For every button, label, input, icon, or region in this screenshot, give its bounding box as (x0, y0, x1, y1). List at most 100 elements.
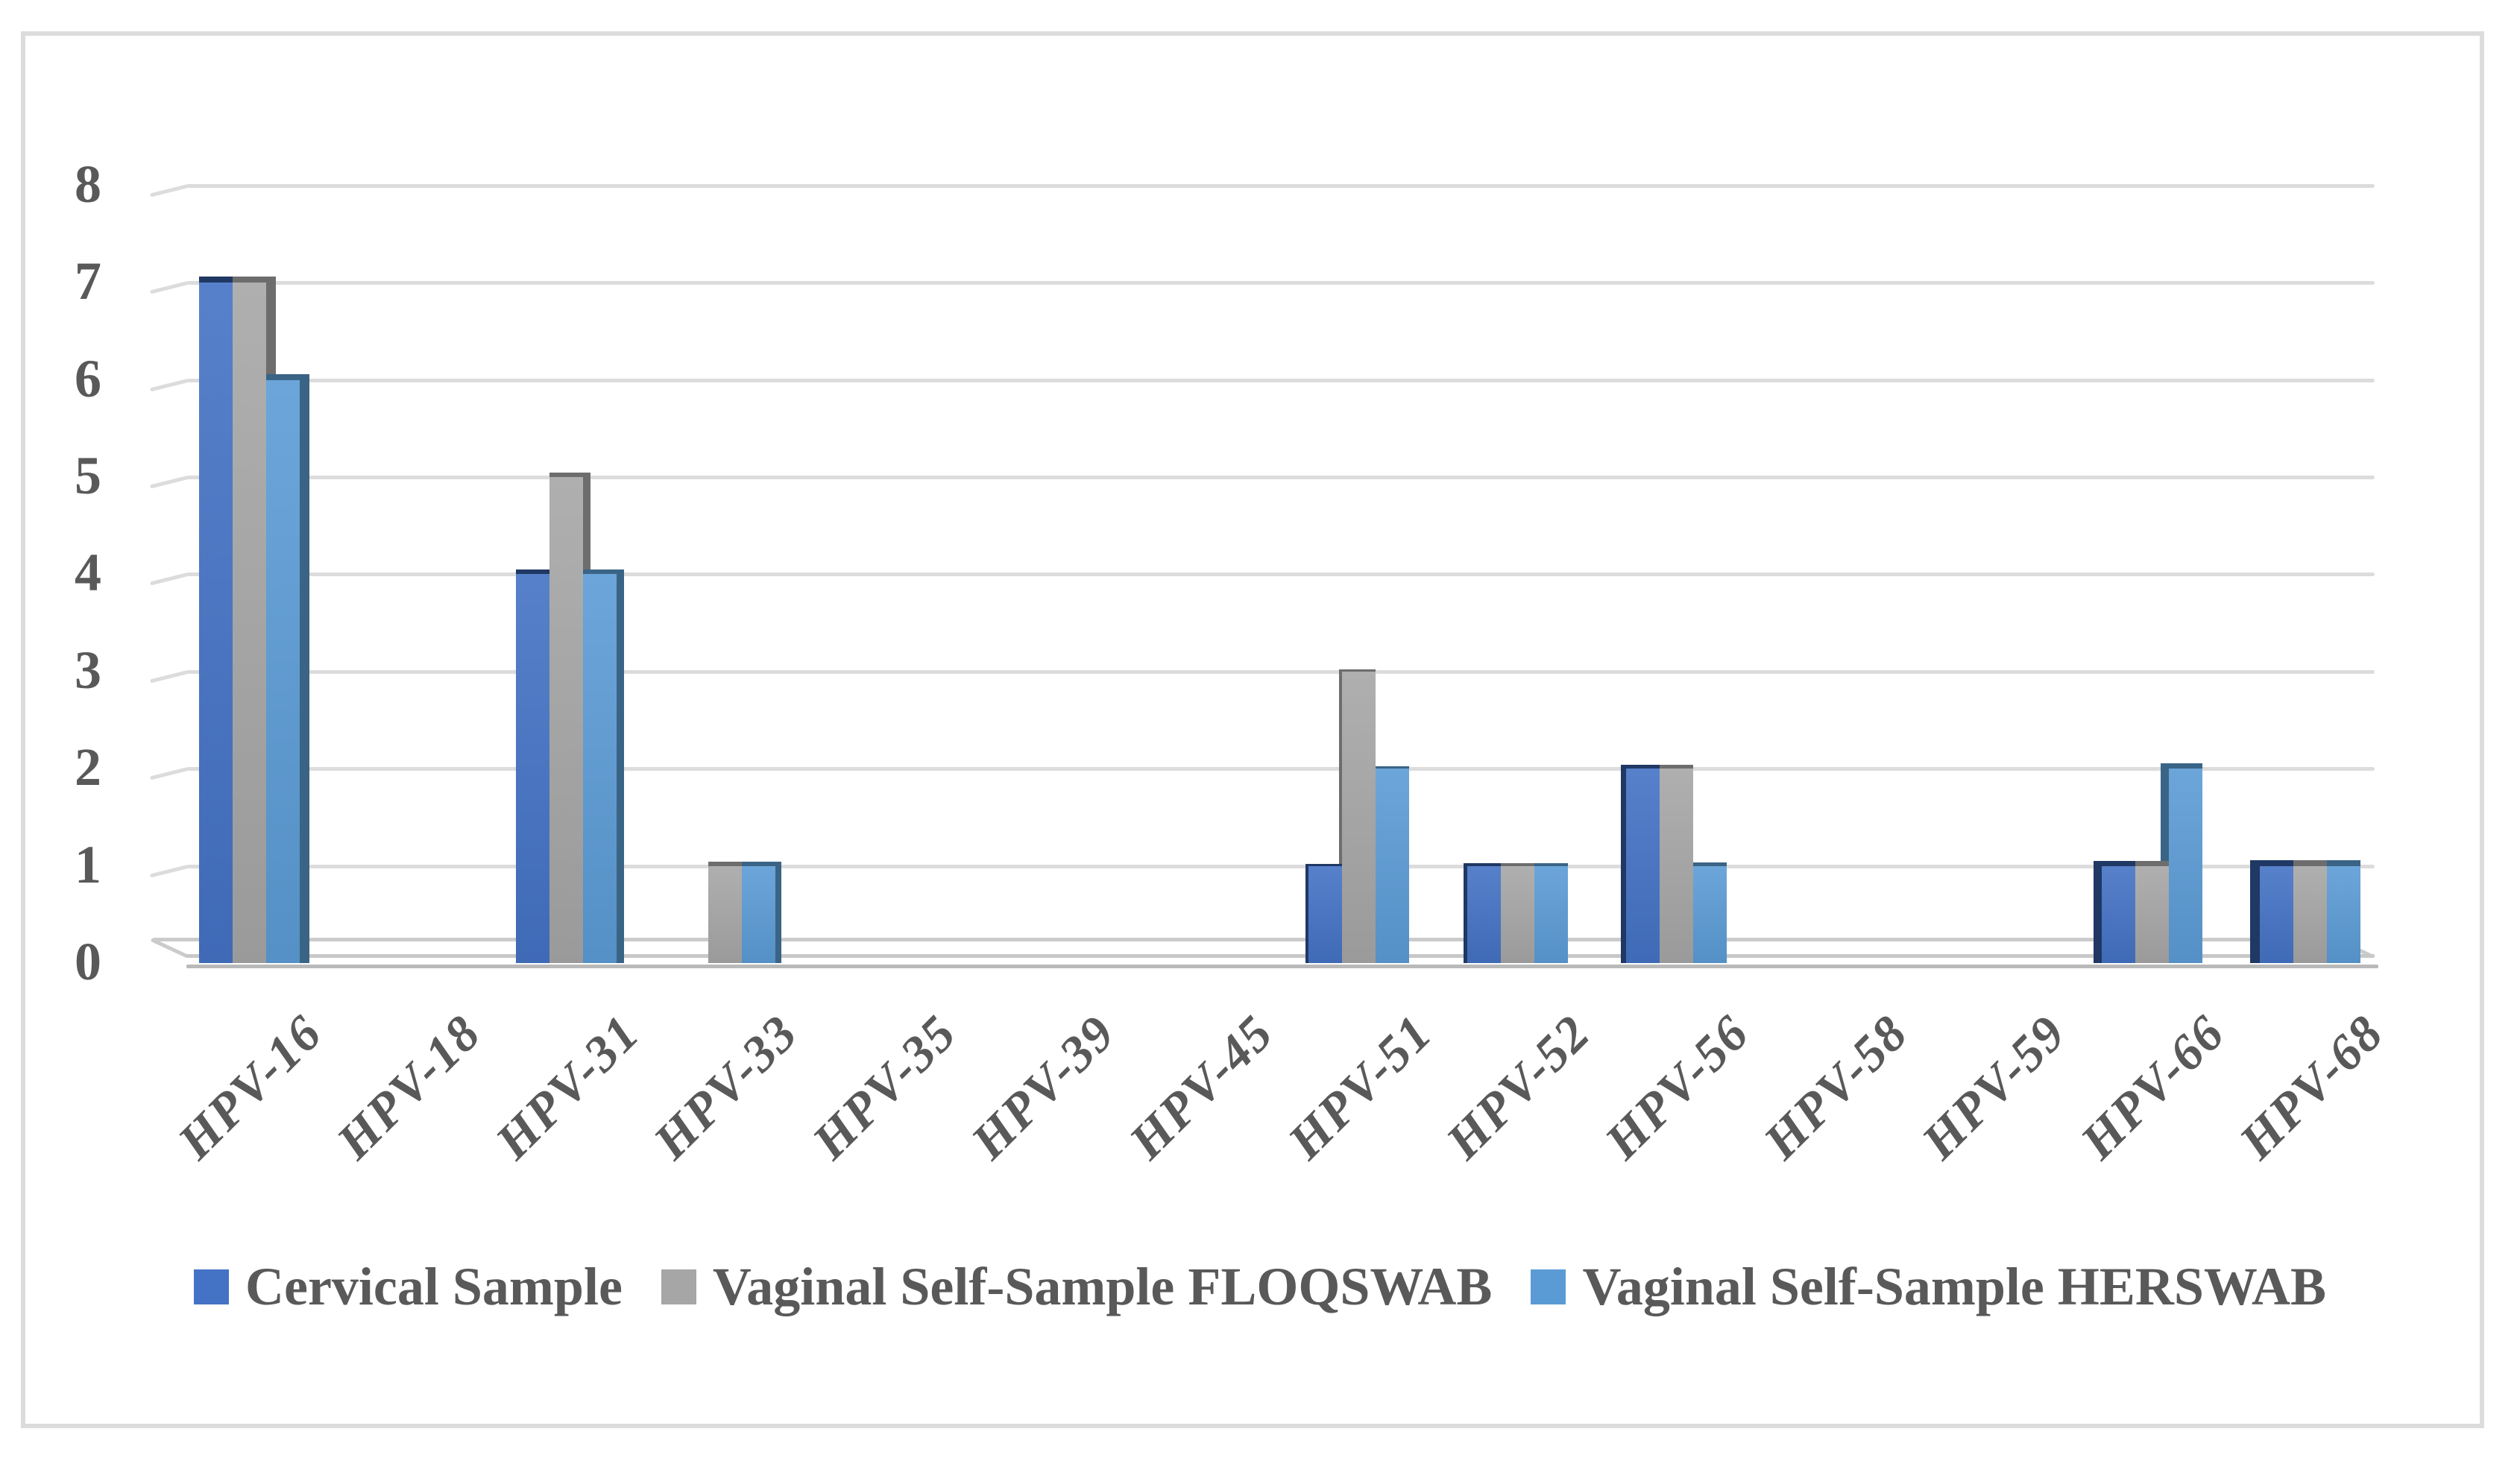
bar-front-face (1501, 866, 1534, 963)
gridline (149, 378, 2375, 392)
bar (1339, 669, 1376, 963)
y-tick-label: 1 (75, 835, 101, 894)
y-tick-label: 3 (75, 640, 101, 700)
y-tick-label: 8 (75, 154, 101, 214)
bar-top-face (2094, 861, 2135, 866)
gridline (149, 183, 2375, 198)
bar (2250, 860, 2293, 963)
x-tick-label: HPV-56 (1593, 1003, 1760, 1170)
bar-top-face (2284, 860, 2327, 866)
bar (583, 569, 624, 963)
gridline (149, 572, 2375, 586)
bar-top-face (233, 277, 276, 283)
bar-top-face (1621, 765, 1660, 769)
bar-front-face (742, 866, 775, 963)
bar-top-face (1305, 864, 1342, 866)
bar-front-face (1376, 769, 1409, 963)
bar-front-face (1660, 769, 1693, 963)
bar-front-face (2102, 866, 2135, 963)
bar (1305, 864, 1342, 963)
bar-side-face (1339, 669, 1342, 963)
legend-label: Vaginal Self-Sample FLOQSWAB (712, 1257, 1493, 1316)
bar-top-face (1464, 863, 1501, 866)
bar (1373, 766, 1409, 963)
bar-top-face (1654, 765, 1693, 769)
bar-top-face (2127, 861, 2169, 866)
bar (199, 277, 242, 963)
bar-top-face (708, 862, 748, 866)
bar-front-face (549, 477, 583, 963)
bar-front-face (516, 574, 549, 963)
bar-top-face (2317, 860, 2360, 866)
legend: Cervical Sample Vaginal Self-Sample FLOQS… (30, 1258, 2490, 1315)
bar-front-face (2260, 866, 2293, 963)
gridline (149, 669, 2375, 684)
bar-side-face (1464, 863, 1467, 963)
bar (742, 862, 781, 963)
bar (516, 569, 557, 963)
bar-side-face (2250, 860, 2260, 963)
bar-top-face (1688, 862, 1727, 866)
x-tick-label: HPV-33 (642, 1003, 809, 1170)
bar (1688, 862, 1727, 963)
bar (2094, 861, 2135, 963)
y-tick-label: 5 (75, 446, 101, 505)
x-tick-label: HPV-39 (960, 1003, 1127, 1170)
legend-swatch (194, 1269, 230, 1304)
bar-front-face (2327, 866, 2360, 963)
bar-top-face (1339, 669, 1376, 672)
bar (2284, 860, 2327, 963)
bar-front-face (199, 283, 233, 963)
bar-front-face (1534, 866, 1568, 963)
figure-border (21, 31, 2484, 1428)
bar (266, 374, 309, 963)
bar (233, 277, 276, 963)
bar-front-face (233, 283, 266, 963)
bar (1654, 765, 1693, 963)
floor-front-edge (186, 954, 2375, 958)
bar-front-face (2169, 769, 2202, 963)
bar (1621, 765, 1660, 963)
bar (2127, 861, 2169, 963)
bar (708, 862, 748, 963)
bar-top-face (2250, 860, 2293, 866)
y-tick-label: 4 (75, 543, 101, 602)
x-tick-label: HPV-16 (166, 1003, 333, 1170)
x-tick-label: HPV-35 (801, 1003, 968, 1170)
bar-side-face (775, 862, 781, 963)
bar-top-face (516, 569, 557, 574)
bar-front-face (2293, 866, 2327, 963)
y-tick-label: 0 (75, 932, 101, 991)
bar-top-face (266, 374, 309, 380)
bar-front-face (1467, 866, 1501, 963)
bar-top-face (2161, 763, 2202, 769)
y-tick-label: 2 (75, 737, 101, 797)
bar (1531, 863, 1568, 963)
y-tick-label: 6 (75, 349, 101, 408)
legend-swatch (661, 1269, 696, 1304)
legend-swatch (1531, 1269, 1566, 1304)
x-tick-label: HPV-68 (2228, 1003, 2395, 1170)
bar-front-face (583, 574, 617, 963)
bar-top-face (549, 473, 590, 477)
bar (1464, 863, 1501, 963)
bar-side-face (617, 569, 624, 963)
legend-label: Vaginal Self-Sample HERSWAB (1582, 1257, 2326, 1316)
bar-front-face (1342, 672, 1376, 963)
bar-top-face (1531, 863, 1568, 866)
gridline (149, 476, 2375, 489)
legend-label: Cervical Sample (245, 1257, 623, 1316)
x-tick-label: HPV-31 (484, 1003, 651, 1170)
bar-top-face (199, 277, 242, 283)
bar-top-face (583, 569, 624, 574)
gridline (149, 281, 2375, 294)
bar-top-face (742, 862, 781, 866)
legend-item: Vaginal Self-Sample HERSWAB (1531, 1258, 2326, 1315)
x-tick-label: HPV-45 (1118, 1003, 1285, 1170)
bar (2161, 763, 2202, 963)
